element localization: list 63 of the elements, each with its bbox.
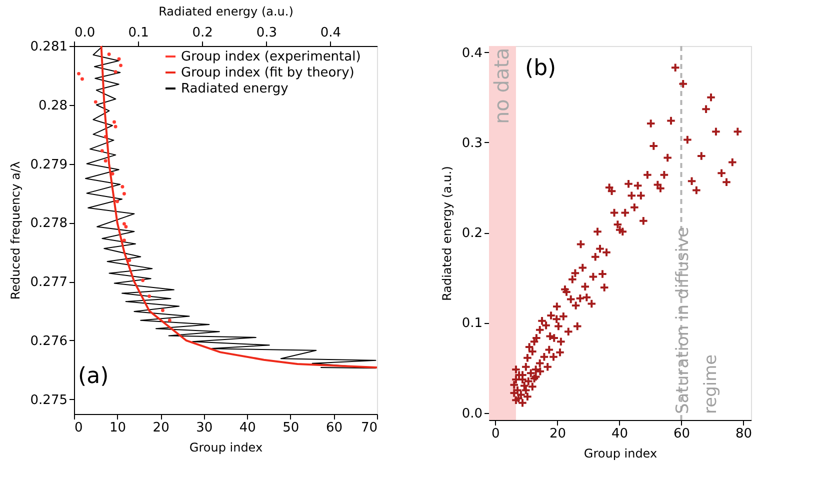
x-tick-label: 60 [673,426,690,442]
y-tick-label: 0.278 [30,216,68,232]
point [114,124,118,128]
point [94,100,98,104]
point [141,278,145,282]
x2-tick-label: 0.0 [74,26,96,40]
x2-tick-label: 0.2 [192,26,213,40]
y-tick-label: 0.4 [462,46,482,61]
x-tick-label: 80 [735,426,752,442]
point [119,64,122,68]
y-tick-label: 0.2 [462,226,482,242]
y-tick-label: 0.1 [462,316,482,332]
y-axis-title: Reduced frequency a/λ [8,161,22,300]
point [148,294,152,298]
point [122,192,126,196]
y-tick-label: 0.276 [30,334,68,349]
y-tick-label: 0.275 [30,392,68,408]
band-label: no data [489,48,514,124]
x-tick-label: 50 [282,420,300,436]
x2-tick-label: 0.3 [256,26,278,40]
annotation: (a) [78,364,109,389]
x-tick-label: 0 [74,420,83,436]
x-tick-label: 10 [110,420,126,436]
point [124,225,128,228]
x-tick-label: 70 [360,420,378,436]
ref-line-label: Saturation in diffusive regime [673,226,722,414]
point [122,238,126,242]
y-axis-title: Radiated energy (a.u.) [440,166,454,301]
y-tick-label: 0.3 [462,136,482,151]
point [104,159,108,163]
x-axis-title: Group index [584,446,658,460]
y-tick-label: 0.0 [462,406,482,422]
y-tick-label: 0.279 [30,157,68,172]
point [100,149,104,153]
x-tick-label: 60 [326,420,342,436]
x2-axis-title: Radiated energy (a.u.) [158,4,294,18]
legend-label: Group index (experimental) [181,50,361,64]
x-axis-title: Group index [189,440,263,454]
x-tick-label: 30 [196,420,213,436]
point [161,308,164,312]
y-tick-label: 0.28 [38,98,68,114]
y-tick-label: 0.277 [30,275,68,290]
x-tick-label: 0 [492,426,500,442]
point [80,77,84,81]
point [116,200,120,204]
x-tick-label: 40 [611,426,628,442]
y-tick-label: 0.281 [30,40,68,54]
point [168,318,172,322]
legend-label: Radiated energy [181,82,289,96]
point [77,72,80,76]
point [122,222,126,226]
x2-tick-label: 0.1 [128,26,149,40]
point [120,184,124,188]
point [114,70,118,74]
x-tick-label: 20 [549,426,566,442]
x-tick-label: 20 [152,420,170,436]
annotation: (b) [525,56,556,81]
x-tick-label: 40 [239,420,256,436]
point [117,57,121,61]
point [112,120,116,124]
point [107,52,111,56]
x2-tick-label: 0.4 [320,26,342,40]
legend-label: Group index (fit by theory) [181,66,354,80]
